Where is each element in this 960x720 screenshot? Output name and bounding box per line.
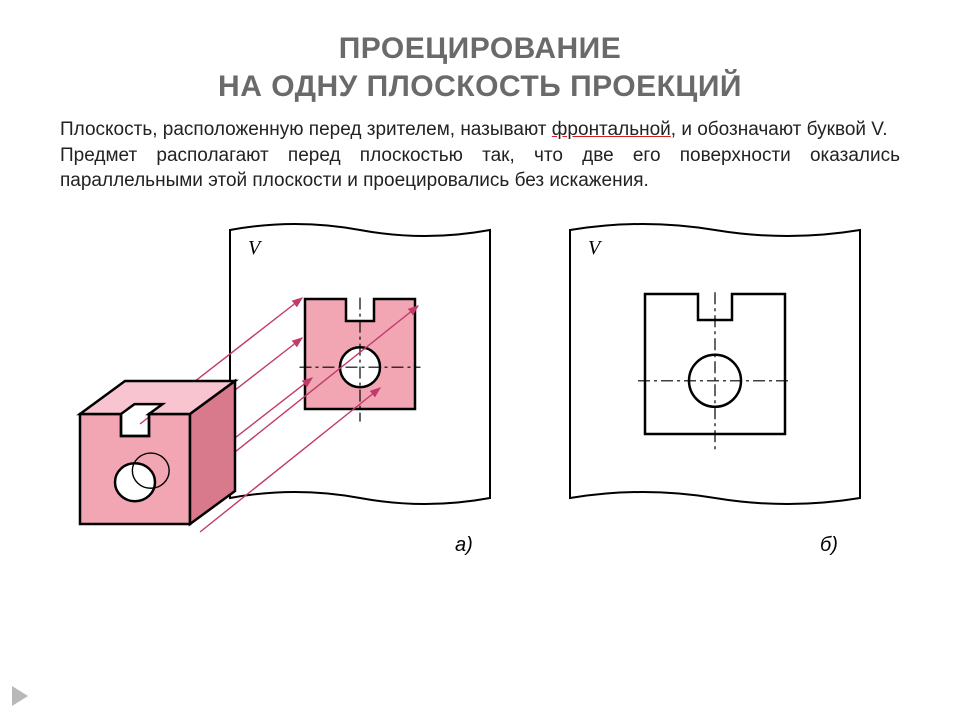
body-text: Плоскость, расположенную перед зрителем,… xyxy=(0,105,960,194)
para1-after: , и обозначают буквой V. xyxy=(671,119,888,140)
caption-a: а) xyxy=(455,534,473,557)
caption-b: б) xyxy=(820,534,838,557)
slide-corner-arrow-icon xyxy=(12,686,28,706)
para1-before: Плоскость, расположенную перед зрителем,… xyxy=(60,119,552,140)
title-line-2: НА ОДНУ ПЛОСКОСТЬ ПРОЕКЦИЙ xyxy=(0,68,960,106)
projection-diagram: VV xyxy=(50,214,910,584)
para2: Предмет располагают перед плоскостью так… xyxy=(60,145,900,192)
title-line-1: ПРОЕЦИРОВАНИЕ xyxy=(0,30,960,68)
para1-underlined: фронтальной xyxy=(552,119,671,140)
figure-area: VV а) б) xyxy=(50,214,910,584)
